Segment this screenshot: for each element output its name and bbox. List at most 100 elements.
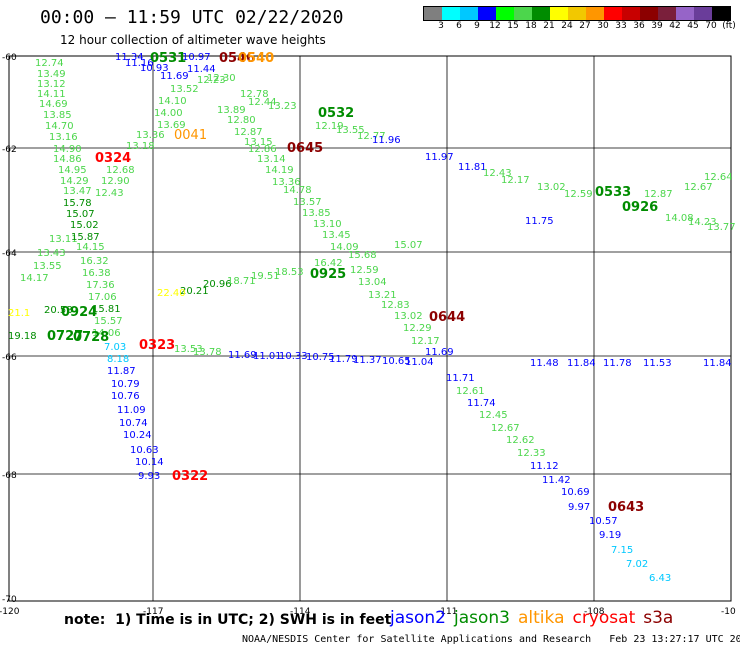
swh-value: 13.78 [193,347,222,358]
swh-value: 14.00 [154,108,183,119]
swh-value: 22.40 [157,288,186,299]
swh-value: 13.52 [170,84,199,95]
swh-value: 14.08 [665,213,694,224]
swh-value: 11.97 [425,152,454,163]
swh-value: 15.07 [66,209,95,220]
swh-value: 11.96 [372,135,401,146]
colorbar-swatch [658,7,676,20]
swh-value: 17.36 [86,280,115,291]
swh-value: 14.95 [58,165,87,176]
swh-value: 11.75 [525,216,554,227]
swh-value: 7.03 [104,342,126,353]
colorbar-swatch [442,7,460,20]
swh-value: 10.57 [589,516,618,527]
swh-value: 21.1 [8,308,30,319]
swh-value: 13.55 [336,125,365,136]
swh-value: 13.36 [136,130,165,141]
swh-value: 13.02 [537,182,566,193]
swh-value: 12.19 [315,121,344,132]
pass-time-label: 0532 [318,106,354,121]
colorbar-swatch [676,7,694,20]
satellite-legend: jason2 jason3 altika cryosat s3a [390,608,681,628]
pass-time-label: 0533 [595,185,631,200]
swh-value: 13.55 [33,261,62,272]
latitude-label: -62 [2,145,17,155]
swh-value: 7.15 [611,545,633,556]
swh-value: 12.44 [248,97,277,108]
pass-time-label: 0540 [238,51,274,66]
swh-value: 13.02 [394,311,423,322]
swh-value: 20.96 [203,279,232,290]
colorbar-swatch [478,7,496,20]
swh-value: 12.17 [411,336,440,347]
swh-value: 13.10 [313,219,342,230]
longitude-label: -114 [290,607,311,617]
satellite-legend-entry: jason3 [454,608,510,628]
colorbar-swatch [712,7,730,20]
colorbar-label: 70 [705,21,717,31]
pass-time-label: 0728 [73,330,109,345]
swh-value: 12.64 [704,172,733,183]
swh-value: 11.69 [228,350,257,361]
swh-value: 12.87 [644,189,673,200]
swh-value: 10.63 [130,445,159,456]
swh-value: 13.47 [63,186,92,197]
latitude-label: -64 [2,249,17,259]
swh-value: 12.59 [564,189,593,200]
pass-time-label: 0324 [95,151,131,166]
map-frame [8,55,732,602]
swh-value: 13.85 [302,208,331,219]
swh-value: 13.69 [157,120,186,131]
swh-value: 13.53 [174,344,203,355]
colorbar-swatch [622,7,640,20]
map-title: 00:00 – 11:59 UTC 02/22/2020 [40,7,344,28]
swh-value: 12.77 [357,131,386,142]
pass-time-label: 0926 [622,200,658,215]
swh-value: 13.14 [257,154,286,165]
swh-value: 10.93 [140,63,169,74]
swh-value: 10.76 [111,391,140,402]
swh-value: 15.81 [92,304,121,315]
colorbar-label: (ft) [722,21,736,31]
colorbar-swatch [550,7,568,20]
swh-value: 12.90 [101,176,130,187]
colorbar-label: 24 [561,21,573,31]
latitude-label: -60 [2,53,17,63]
swh-value: 12.80 [227,115,256,126]
swh-value: 13.23 [268,101,297,112]
swh-value: 11.87 [107,366,136,377]
swh-value: 19.51 [251,271,280,282]
credit-line: NOAA/NESDIS Center for Satellite Applica… [242,634,740,645]
swh-value: 12.87 [234,127,263,138]
swh-value: 11.78 [603,358,632,369]
swh-value: 12.17 [501,175,530,186]
swh-value: 13.18 [126,141,155,152]
swh-value: 13.04 [358,277,387,288]
swh-values-layer: 12.7413.4913.1214.1114.6913.8514.7013.16… [0,0,736,584]
colorbar-swatch [586,7,604,20]
map-grid [9,56,731,601]
colorbar-label: 21 [543,21,555,31]
swh-value: 11.74 [467,398,496,409]
swh-value: 14.70 [45,121,74,132]
swh-value: 12.83 [381,300,410,311]
latitude-label: -68 [2,471,17,481]
swh-value: 19.18 [8,331,37,342]
swh-value: 13.15 [244,137,273,148]
swh-value: 10.65 [382,356,411,367]
colorbar-swatch [568,7,586,20]
pass-time-label: 0925 [310,267,346,282]
swh-value: 13.12 [37,79,66,90]
pass-time-label: 0041 [174,128,207,143]
swh-value: 11.37 [353,355,382,366]
swh-value: 12.67 [684,182,713,193]
swh-value: 11.44 [187,64,216,75]
swh-value: 12.61 [456,386,485,397]
pass-time-label: 0643 [608,500,644,515]
swh-value: 9.97 [568,502,590,513]
swh-value: 15.02 [70,220,99,231]
swh-value: 13.49 [37,69,66,80]
swh-value: 10.74 [119,418,148,429]
